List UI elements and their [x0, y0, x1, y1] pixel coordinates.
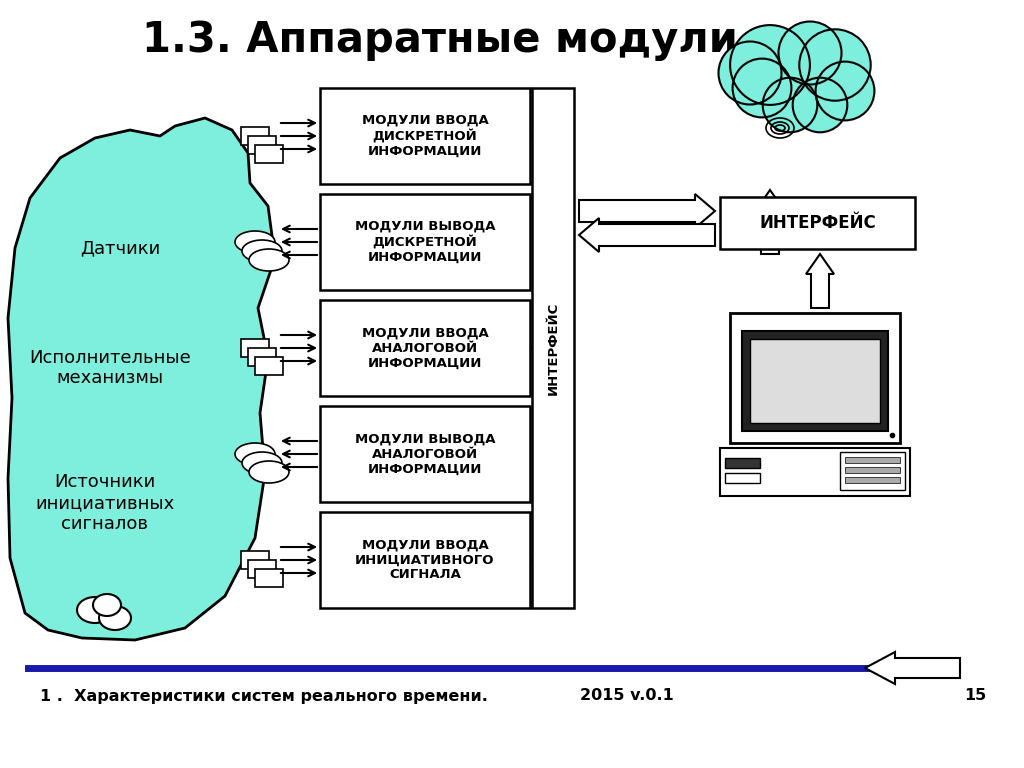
FancyBboxPatch shape — [845, 467, 900, 473]
FancyArrow shape — [532, 537, 550, 583]
Ellipse shape — [242, 240, 282, 262]
FancyBboxPatch shape — [720, 197, 915, 249]
Text: 2015 v.0.1: 2015 v.0.1 — [580, 688, 674, 703]
Text: МОДУЛИ ВЫВОДА
АНАЛОГОВОЙ
ИНФОРМАЦИИ: МОДУЛИ ВЫВОДА АНАЛОГОВОЙ ИНФОРМАЦИИ — [354, 432, 496, 475]
Ellipse shape — [93, 594, 121, 616]
Text: Источники
инициативных
сигналов: Источники инициативных сигналов — [36, 473, 175, 533]
FancyBboxPatch shape — [319, 194, 530, 290]
FancyBboxPatch shape — [319, 512, 530, 608]
Ellipse shape — [234, 443, 275, 465]
FancyBboxPatch shape — [319, 88, 530, 184]
Text: Исполнительные
механизмы: Исполнительные механизмы — [29, 349, 190, 387]
FancyArrow shape — [756, 190, 784, 254]
FancyBboxPatch shape — [255, 357, 283, 375]
Text: 1 .  Характеристики систем реального времени.: 1 . Характеристики систем реального врем… — [40, 688, 487, 703]
Ellipse shape — [77, 597, 113, 623]
Circle shape — [800, 29, 870, 101]
FancyBboxPatch shape — [720, 448, 910, 496]
Text: МОДУЛИ ВВОДА
ДИСКРЕТНОЙ
ИНФОРМАЦИИ: МОДУЛИ ВВОДА ДИСКРЕТНОЙ ИНФОРМАЦИИ — [361, 114, 488, 158]
Circle shape — [730, 25, 810, 105]
FancyBboxPatch shape — [750, 339, 880, 423]
Ellipse shape — [234, 231, 275, 253]
Circle shape — [778, 22, 842, 84]
FancyArrow shape — [806, 254, 834, 308]
Text: МОДУЛИ ВЫВОДА
ДИСКРЕТНОЙ
ИНФОРМАЦИИ: МОДУЛИ ВЫВОДА ДИСКРЕТНОЙ ИНФОРМАЦИИ — [354, 220, 496, 264]
Text: Датчики: Датчики — [80, 239, 160, 257]
Ellipse shape — [99, 606, 131, 630]
FancyBboxPatch shape — [725, 458, 760, 468]
FancyBboxPatch shape — [248, 560, 276, 578]
FancyBboxPatch shape — [532, 88, 574, 608]
FancyBboxPatch shape — [248, 348, 276, 366]
Text: ИНТЕРФЕЙС: ИНТЕРФЕЙС — [547, 301, 559, 395]
Text: ИНТЕРФЕЙС: ИНТЕРФЕЙС — [759, 214, 876, 232]
Ellipse shape — [249, 249, 289, 271]
Text: 15: 15 — [964, 688, 986, 703]
Ellipse shape — [249, 461, 289, 483]
FancyBboxPatch shape — [255, 145, 283, 163]
FancyArrow shape — [579, 218, 715, 252]
FancyBboxPatch shape — [730, 313, 900, 443]
Polygon shape — [740, 63, 870, 93]
FancyBboxPatch shape — [742, 331, 888, 431]
Text: 1.3. Аппаратные модули: 1.3. Аппаратные модули — [142, 19, 738, 61]
FancyArrow shape — [512, 219, 530, 265]
Text: МОДУЛИ ВВОДА
ИНИЦИАТИВНОГО
СИГНАЛА: МОДУЛИ ВВОДА ИНИЦИАТИВНОГО СИГНАЛА — [355, 538, 495, 581]
FancyBboxPatch shape — [241, 339, 269, 357]
FancyBboxPatch shape — [845, 457, 900, 463]
Circle shape — [815, 61, 874, 121]
FancyBboxPatch shape — [319, 406, 530, 502]
Circle shape — [793, 78, 847, 132]
Circle shape — [763, 78, 817, 132]
FancyBboxPatch shape — [248, 136, 276, 154]
Polygon shape — [8, 118, 275, 640]
FancyBboxPatch shape — [840, 452, 905, 490]
FancyBboxPatch shape — [241, 551, 269, 569]
FancyBboxPatch shape — [845, 477, 900, 483]
FancyArrow shape — [532, 325, 550, 371]
FancyBboxPatch shape — [255, 569, 283, 587]
FancyArrow shape — [512, 431, 530, 477]
Text: МОДУЛИ ВВОДА
АНАЛОГОВОЙ
ИНФОРМАЦИИ: МОДУЛИ ВВОДА АНАЛОГОВОЙ ИНФОРМАЦИИ — [361, 326, 488, 369]
Circle shape — [732, 58, 792, 118]
FancyArrow shape — [532, 113, 550, 159]
FancyArrow shape — [579, 194, 715, 228]
FancyArrow shape — [865, 652, 961, 684]
FancyBboxPatch shape — [319, 300, 530, 396]
Circle shape — [719, 41, 781, 104]
Ellipse shape — [242, 452, 282, 474]
FancyBboxPatch shape — [241, 127, 269, 145]
FancyBboxPatch shape — [725, 473, 760, 483]
